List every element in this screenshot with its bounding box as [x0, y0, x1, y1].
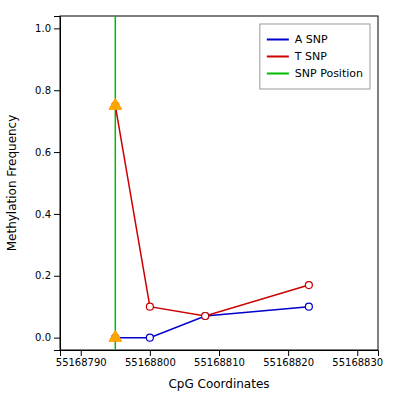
tick-mark — [81, 350, 82, 356]
tick-label: 55168830 — [332, 357, 383, 368]
point — [202, 312, 209, 319]
tick-mark — [54, 90, 60, 91]
reference-line — [115, 16, 117, 350]
legend: A SNP T SNP SNP Position — [260, 24, 370, 89]
x-axis: 55168790 55168800 55168810 55168820 55168830 — [56, 350, 383, 368]
tick-label: 55168790 — [56, 357, 107, 368]
marker — [109, 98, 122, 109]
tick-label: 0.0 — [35, 332, 51, 343]
tick: 0.4 — [35, 209, 60, 220]
plot-frame — [60, 16, 378, 350]
tick-label: 55168800 — [125, 357, 176, 368]
tick-label: 1.0 — [35, 23, 51, 34]
legend-box — [260, 24, 370, 89]
tick-mark — [54, 152, 60, 153]
legend-swatch — [267, 56, 289, 58]
plot: 55168790 55168800 55168810 55168820 55168830… — [35, 16, 383, 368]
tick-mark — [54, 276, 60, 277]
legend-label: T SNP — [294, 50, 327, 63]
axis-line — [61, 351, 379, 357]
tick: 55168830 — [332, 350, 383, 368]
tick: 0.0 — [35, 332, 60, 343]
tick-label: 0.6 — [35, 147, 51, 158]
x-axis-title: CpG Coordinates — [168, 377, 269, 391]
tick-mark — [54, 28, 60, 29]
tick: 55168790 — [56, 350, 107, 368]
tick: 0.8 — [35, 85, 60, 96]
point — [146, 334, 153, 341]
point — [202, 312, 209, 319]
tick-mark — [54, 214, 60, 215]
tick: 55168820 — [263, 350, 314, 368]
point — [146, 303, 153, 310]
legend-label: SNP Position — [295, 67, 363, 80]
legend-swatch — [267, 39, 289, 41]
tick-mark — [219, 350, 220, 356]
tick: 55168800 — [125, 350, 176, 368]
chart: 55168790 55168800 55168810 55168820 55168830… — [0, 0, 400, 400]
tick-label: 0.8 — [35, 85, 51, 96]
axis-line — [54, 17, 61, 351]
y-axis: 0.0 0.2 0.4 0.6 0.8 1.0 — [35, 17, 60, 351]
tick-mark — [54, 338, 60, 339]
tick-mark — [288, 350, 289, 356]
tick-mark — [357, 350, 358, 356]
series-line — [115, 106, 309, 316]
legend-label: A SNP — [295, 33, 328, 46]
legend-swatch — [267, 73, 289, 75]
marker — [109, 330, 122, 341]
y-axis-title: Methylation Frequency — [5, 115, 19, 252]
tick: 55168810 — [194, 350, 245, 368]
tick-label: 0.4 — [35, 209, 51, 220]
point — [305, 282, 312, 289]
series-line — [115, 307, 309, 338]
tick: 1.0 — [35, 23, 60, 34]
tick: 0.6 — [35, 147, 60, 158]
tick-label: 55168810 — [194, 357, 245, 368]
tick-mark — [150, 350, 151, 356]
point — [305, 303, 312, 310]
tick-label: 0.2 — [35, 270, 51, 281]
tick: 0.2 — [35, 270, 60, 281]
tick-label: 55168820 — [263, 357, 314, 368]
